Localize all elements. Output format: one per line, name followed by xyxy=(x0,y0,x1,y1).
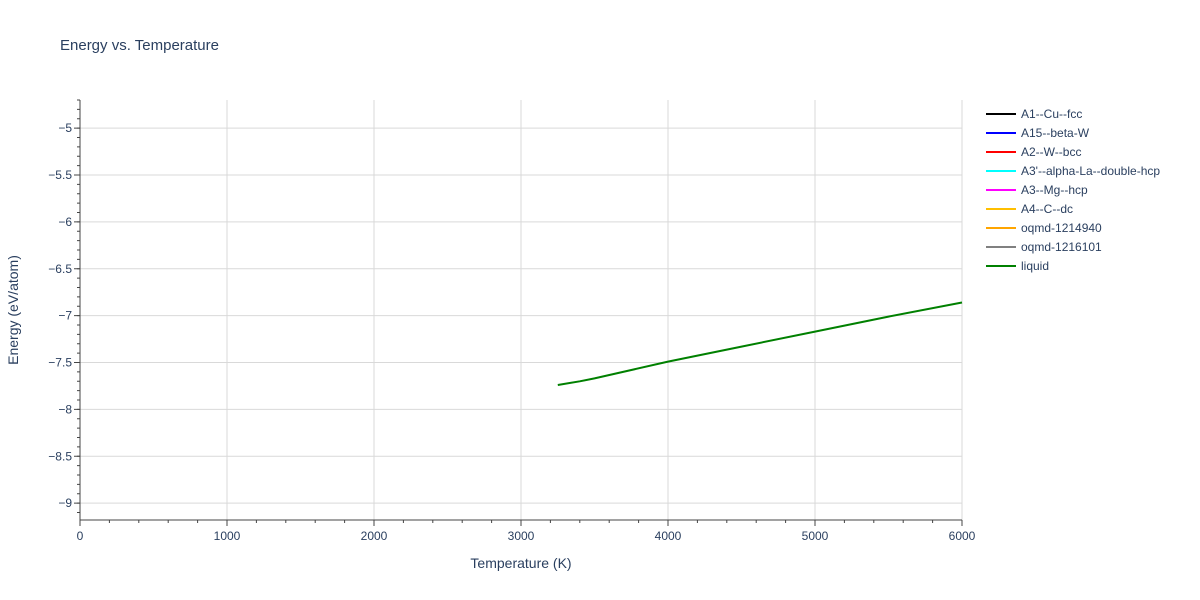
legend-item[interactable]: liquid xyxy=(986,259,1049,273)
legend-label: A15--beta-W xyxy=(1021,126,1090,140)
legend-item[interactable]: A1--Cu--fcc xyxy=(986,107,1082,121)
y-tick-label: −7.5 xyxy=(48,356,72,370)
y-tick-label: −6.5 xyxy=(48,262,72,276)
x-tick-label: 0 xyxy=(77,529,84,543)
y-tick-label: −5 xyxy=(58,121,72,135)
y-tick-label: −8.5 xyxy=(48,449,72,463)
legend-item[interactable]: oqmd-1214940 xyxy=(986,221,1102,235)
legend-item[interactable]: A3'--alpha-La--double-hcp xyxy=(986,164,1160,178)
legend-label: oqmd-1214940 xyxy=(1021,221,1102,235)
legend-item[interactable]: A15--beta-W xyxy=(986,126,1090,140)
legend-label: A2--W--bcc xyxy=(1021,145,1081,159)
y-tick-label: −7 xyxy=(58,309,72,323)
x-tick-label: 6000 xyxy=(949,529,976,543)
legend-label: A4--C--dc xyxy=(1021,202,1073,216)
x-tick-label: 2000 xyxy=(361,529,388,543)
x-tick-label: 1000 xyxy=(214,529,241,543)
legend-label: A1--Cu--fcc xyxy=(1021,107,1082,121)
legend-item[interactable]: A2--W--bcc xyxy=(986,145,1081,159)
grid xyxy=(80,100,963,520)
legend[interactable]: A1--Cu--fcc A15--beta-W A2--W--bcc A3'--alp… xyxy=(986,107,1160,273)
legend-label: liquid xyxy=(1021,259,1049,273)
x-tick-label: 4000 xyxy=(655,529,682,543)
legend-item[interactable]: A3--Mg--hcp xyxy=(986,183,1088,197)
x-axis-title: Temperature (K) xyxy=(470,555,571,571)
legend-item[interactable]: A4--C--dc xyxy=(986,202,1073,216)
plot-area xyxy=(557,301,963,386)
axes: 0 1000 2000 3000 4000 5000 6000 −9 −8.5 −8 −7.5 −7 −… xyxy=(48,99,976,543)
x-tick-label: 3000 xyxy=(508,529,535,543)
y-tick-label: −8 xyxy=(58,402,72,416)
y-tick-label: −6 xyxy=(58,215,72,229)
y-axis-title: Energy (eV/atom) xyxy=(5,255,21,365)
y-tick-label: −5.5 xyxy=(48,168,72,182)
chart-title: Energy vs. Temperature xyxy=(60,37,219,54)
legend-item[interactable]: oqmd-1216101 xyxy=(986,240,1102,254)
legend-label: A3'--alpha-La--double-hcp xyxy=(1021,164,1160,178)
legend-label: A3--Mg--hcp xyxy=(1021,183,1088,197)
series-line-liquid xyxy=(557,301,963,386)
legend-label: oqmd-1216101 xyxy=(1021,240,1102,254)
y-tick-label: −9 xyxy=(58,496,72,510)
x-tick-label: 5000 xyxy=(802,529,829,543)
